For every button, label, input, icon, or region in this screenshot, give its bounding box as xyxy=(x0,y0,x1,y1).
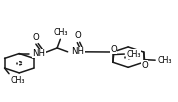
Text: O: O xyxy=(110,45,117,54)
Text: CH₃: CH₃ xyxy=(53,28,68,37)
Text: CH₃: CH₃ xyxy=(157,56,172,65)
Text: NH: NH xyxy=(32,49,45,58)
Text: CH₃: CH₃ xyxy=(11,75,25,85)
Text: O: O xyxy=(141,61,148,70)
Text: CH₃: CH₃ xyxy=(126,50,141,59)
Text: NH: NH xyxy=(72,47,85,56)
Text: O: O xyxy=(32,33,39,42)
Text: O: O xyxy=(74,31,81,40)
